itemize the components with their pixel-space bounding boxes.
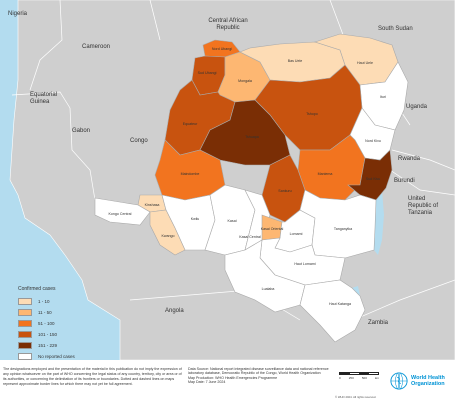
- legend-swatch: [18, 319, 32, 327]
- province-label: Equateur: [183, 122, 198, 126]
- label-rwanda: Rwanda: [398, 156, 421, 162]
- legend-title: Confirmed cases: [18, 286, 56, 292]
- who-logo: World Health Organization: [390, 372, 445, 390]
- province-label: Kwilu: [191, 217, 200, 221]
- province-label: Kasai: [228, 219, 237, 223]
- province-kongo-central[interactable]: [94, 197, 151, 226]
- label-uganda: Uganda: [406, 104, 428, 110]
- copyright-text: © WHO 2024. All rights reserved.: [335, 395, 377, 399]
- province-label: Kasai Oriental: [261, 227, 284, 231]
- scale-tick: 0: [339, 375, 341, 380]
- legend-item: 11 - 50: [18, 307, 128, 317]
- label-central-african-republic: Central African Republic: [208, 18, 247, 31]
- legend-label: No reported cases: [38, 353, 75, 359]
- legend-label: 151 - 229: [38, 342, 58, 348]
- scale-tick: 500: [361, 375, 367, 380]
- scale-bar: 0 250 500 km: [339, 372, 379, 384]
- legend-item: 101 - 150: [18, 329, 128, 339]
- legend-item: No reported cases: [18, 351, 128, 361]
- label-south-sudan: South Sudan: [378, 26, 413, 32]
- legend-item: 151 - 229: [18, 340, 128, 350]
- province-label: Bas Uele: [288, 59, 303, 63]
- province-label: Lualaba: [262, 287, 275, 291]
- scale-tick: km: [374, 375, 379, 380]
- label-gabon: Gabon: [72, 128, 90, 134]
- legend-item: 1 - 10: [18, 296, 128, 306]
- legend-label: 11 - 50: [38, 309, 52, 315]
- legend-label: 1 - 10: [38, 298, 50, 304]
- legend-swatch: [18, 341, 32, 349]
- drc-provinces: [94, 33, 409, 343]
- legend-swatch: [18, 352, 32, 360]
- label-tanzania: United Republic of Tanzania: [408, 196, 438, 216]
- province-label: Tanganyika: [334, 227, 352, 231]
- country-labels: Nigeria Central African Republic South Su…: [8, 11, 438, 326]
- province-label: Lomami: [290, 232, 303, 236]
- province-kwango[interactable]: [149, 209, 186, 256]
- legend-label: 51 - 100: [38, 320, 55, 326]
- province-lualaba[interactable]: [224, 239, 306, 313]
- province-label: Maniema: [318, 172, 333, 176]
- province-label: Maindombe: [181, 172, 200, 176]
- legend-label: 101 - 150: [38, 331, 58, 337]
- label-cameroon: Cameroon: [82, 44, 110, 50]
- province-label: Sud Kivu: [366, 177, 380, 181]
- province-label: Nord Kivu: [365, 139, 381, 143]
- province-tshuapa[interactable]: [199, 99, 291, 166]
- label-zambia: Zambia: [368, 320, 389, 326]
- province-labels: Nord Ubangi Sud Ubangi Mongala Bas Uele Haut…: [109, 47, 387, 306]
- province-label: Haut Lomami: [294, 262, 316, 266]
- province-label: Sud Ubangi: [198, 71, 217, 75]
- label-nigeria: Nigeria: [8, 11, 28, 17]
- province-label: Haut Katanga: [329, 302, 351, 306]
- data-source-text: Data Source: National report integrated …: [188, 367, 329, 385]
- who-name: World Health Organization: [411, 375, 445, 387]
- legend-swatch: [18, 330, 32, 338]
- legend-swatch: [18, 308, 32, 316]
- scale-tick: 250: [348, 375, 354, 380]
- label-angola: Angola: [165, 308, 184, 314]
- province-haut-katanga[interactable]: [299, 279, 366, 343]
- province-label: Kasai Central: [239, 235, 261, 239]
- label-congo: Congo: [130, 138, 148, 144]
- province-label: Tshopo: [306, 112, 318, 116]
- province-label: Haut Uele: [357, 61, 373, 65]
- province-label: Ituri: [380, 95, 386, 99]
- label-equatorial-guinea: Equatorial Guinea: [30, 92, 57, 105]
- province-label: Nord Ubangi: [212, 47, 232, 51]
- province-label: Tshuapa: [245, 135, 259, 139]
- disclaimer-text: The designations employed and the presen…: [3, 367, 182, 386]
- legend-swatch: [18, 297, 32, 305]
- province-label: Mongala: [238, 79, 252, 83]
- province-label: Kongo Central: [109, 212, 132, 216]
- legend-item: 51 - 100: [18, 318, 128, 328]
- label-burundi: Burundi: [394, 178, 415, 184]
- who-emblem-icon: [390, 372, 408, 390]
- legend: Confirmed cases 1 - 10 11 - 50 51 - 100 101…: [18, 286, 128, 362]
- province-label: Sankuru: [278, 189, 291, 193]
- province-sud-kivu[interactable]: [347, 149, 393, 201]
- province-label: Kinshasa: [145, 203, 160, 207]
- province-label: Kwango: [162, 234, 175, 238]
